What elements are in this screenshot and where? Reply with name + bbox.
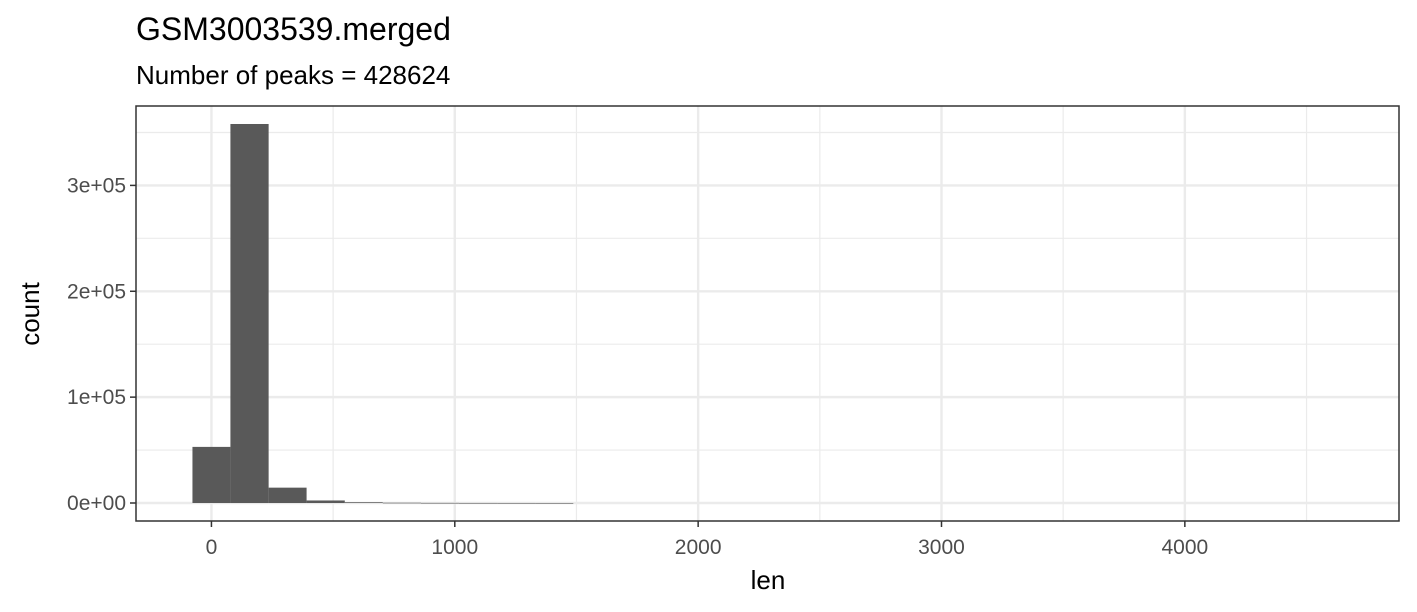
- histogram-bar: [382, 502, 421, 504]
- x-tick-label: 4000: [1161, 536, 1208, 559]
- major-gridlines: [136, 106, 1399, 521]
- y-axis-title: count: [15, 281, 45, 345]
- chart-title: GSM3003539.merged: [136, 11, 451, 47]
- histogram-bar: [344, 502, 383, 504]
- x-tick-label: 1000: [431, 536, 478, 559]
- x-tick-label: 0: [206, 536, 218, 559]
- x-axis-ticks: 0 1000 2000 3000 4000: [206, 521, 1208, 559]
- histogram-bar: [458, 502, 498, 504]
- x-axis-title: len: [751, 565, 786, 595]
- histogram-bar: [306, 500, 345, 504]
- histogram-bar: [420, 502, 459, 504]
- y-axis-ticks: 0e+00 1e+05 2e+05 3e+05: [67, 174, 136, 515]
- histogram-bars: [192, 123, 574, 504]
- histogram-bar: [497, 502, 536, 504]
- y-tick-label: 3e+05: [67, 174, 126, 197]
- x-tick-label: 3000: [918, 536, 965, 559]
- x-tick-label: 2000: [675, 536, 722, 559]
- y-tick-label: 0e+00: [67, 492, 126, 515]
- minor-gridlines: [136, 106, 1399, 521]
- histogram-bar: [192, 446, 231, 504]
- histogram-bar: [268, 487, 307, 504]
- y-tick-label: 2e+05: [67, 280, 126, 303]
- histogram-bar: [230, 123, 269, 504]
- panel-border: [135, 105, 1400, 522]
- chart-subtitle: Number of peaks = 428624: [136, 60, 450, 90]
- histogram-bar: [535, 502, 574, 504]
- y-tick-label: 1e+05: [67, 386, 126, 409]
